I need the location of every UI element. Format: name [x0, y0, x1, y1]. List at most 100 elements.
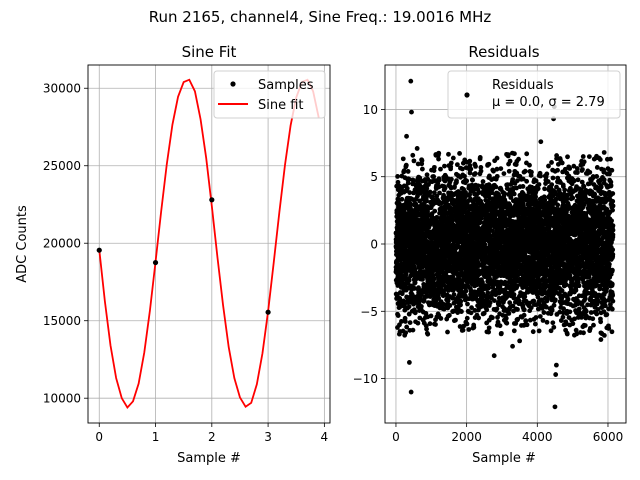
residual-point [462, 173, 467, 179]
residual-point [468, 310, 474, 316]
residual-point [472, 171, 478, 176]
residual-point [506, 168, 512, 174]
sine-fit-ytick-label: 10000 [43, 392, 81, 406]
residual-point [565, 296, 571, 302]
sine-fit-ytick-label: 20000 [43, 237, 81, 251]
residual-point [458, 298, 464, 304]
residual-point [473, 163, 478, 169]
residual-point [494, 155, 500, 161]
residual-point [424, 326, 429, 332]
residual-point [511, 328, 517, 334]
sine-fit-legend: Samples Sine fit [213, 70, 326, 119]
sine-fit-panel: Sine Fit 0 1 2 3 41000015000200002500030000 … [15, 43, 331, 466]
residual-point [522, 168, 528, 174]
residual-point [457, 151, 462, 156]
residual-point [467, 170, 473, 176]
residual-point [442, 163, 447, 169]
residual-point [436, 177, 442, 183]
residual-point [530, 329, 536, 335]
residual-point [403, 330, 409, 336]
sample-point [152, 259, 159, 266]
residual-point [412, 310, 418, 316]
residual-point [438, 166, 443, 172]
residual-point [498, 166, 504, 172]
residual-point [555, 167, 560, 173]
residual-point [405, 180, 411, 186]
residual-point [395, 179, 401, 185]
sine-fit-ytick-label: 30000 [43, 82, 81, 96]
residual-point [486, 329, 492, 335]
residual-point [567, 309, 573, 315]
residual-point [431, 276, 437, 282]
residual-point [549, 182, 555, 188]
residual-point [511, 292, 517, 297]
residual-point [425, 212, 431, 218]
residual-point [501, 171, 507, 176]
sine-fit-xtick-label: 1 [152, 430, 160, 444]
residual-point [480, 179, 486, 184]
sine-fit-xtick-label: 2 [208, 430, 216, 444]
sine-fit-xtick-label: 3 [264, 430, 272, 444]
residual-point [403, 162, 409, 168]
residual-point [432, 208, 438, 214]
residual-point [467, 158, 473, 164]
residual-point [401, 298, 406, 304]
residual-point [511, 191, 517, 197]
residual-point [496, 295, 502, 301]
residual-point [410, 152, 416, 158]
residual-point [402, 319, 408, 324]
residual-point [497, 323, 503, 329]
sine-fit-ylabel: ADC Counts [15, 205, 30, 283]
residual-point [475, 183, 481, 189]
residual-point [432, 190, 437, 196]
residual-point [494, 173, 500, 179]
residual-point [419, 304, 424, 309]
residual-point [450, 155, 456, 161]
residual-point [489, 228, 495, 234]
residual-point [506, 311, 512, 316]
figure-title: Run 2165, channel4, Sine Freq.: 19.0016 … [149, 8, 492, 26]
residual-point [395, 313, 401, 318]
residual-point [406, 278, 412, 283]
residual-point [482, 241, 488, 247]
residual-point [454, 178, 459, 184]
residual-point [400, 156, 406, 162]
residual-point [560, 314, 566, 320]
residual-point [521, 312, 527, 318]
residual-point [532, 321, 538, 327]
residual-point [495, 319, 501, 325]
sample-point [96, 247, 102, 253]
residual-point [446, 151, 451, 157]
residual-point [495, 315, 500, 320]
residual-point [437, 190, 442, 196]
residual-point [463, 288, 469, 294]
residual-point [419, 166, 425, 172]
residuals-plot-area [393, 78, 616, 410]
residual-point [458, 302, 463, 308]
residual-point [549, 160, 554, 165]
residual-point [527, 162, 532, 168]
residual-point [431, 164, 437, 170]
residual-point [412, 266, 418, 272]
residual-point [551, 324, 557, 330]
residual-point [448, 164, 454, 170]
residual-point [434, 193, 440, 199]
residual-point [395, 174, 400, 179]
residual-point [494, 306, 500, 312]
residual-point [524, 178, 530, 184]
residual-point [522, 294, 528, 300]
sine-fit-xtick-label: 0 [95, 430, 103, 444]
residual-point [411, 158, 417, 164]
residual-point [486, 325, 492, 331]
residual-point [404, 186, 410, 191]
residual-point [416, 285, 421, 291]
residual-point [480, 279, 485, 285]
residual-point [536, 182, 542, 187]
residual-point [549, 308, 555, 313]
residual-point [567, 166, 573, 171]
sine-fit-axes-frame [87, 64, 331, 424]
sine-fit-ytick-label: 25000 [43, 159, 81, 173]
residual-point [445, 329, 450, 335]
